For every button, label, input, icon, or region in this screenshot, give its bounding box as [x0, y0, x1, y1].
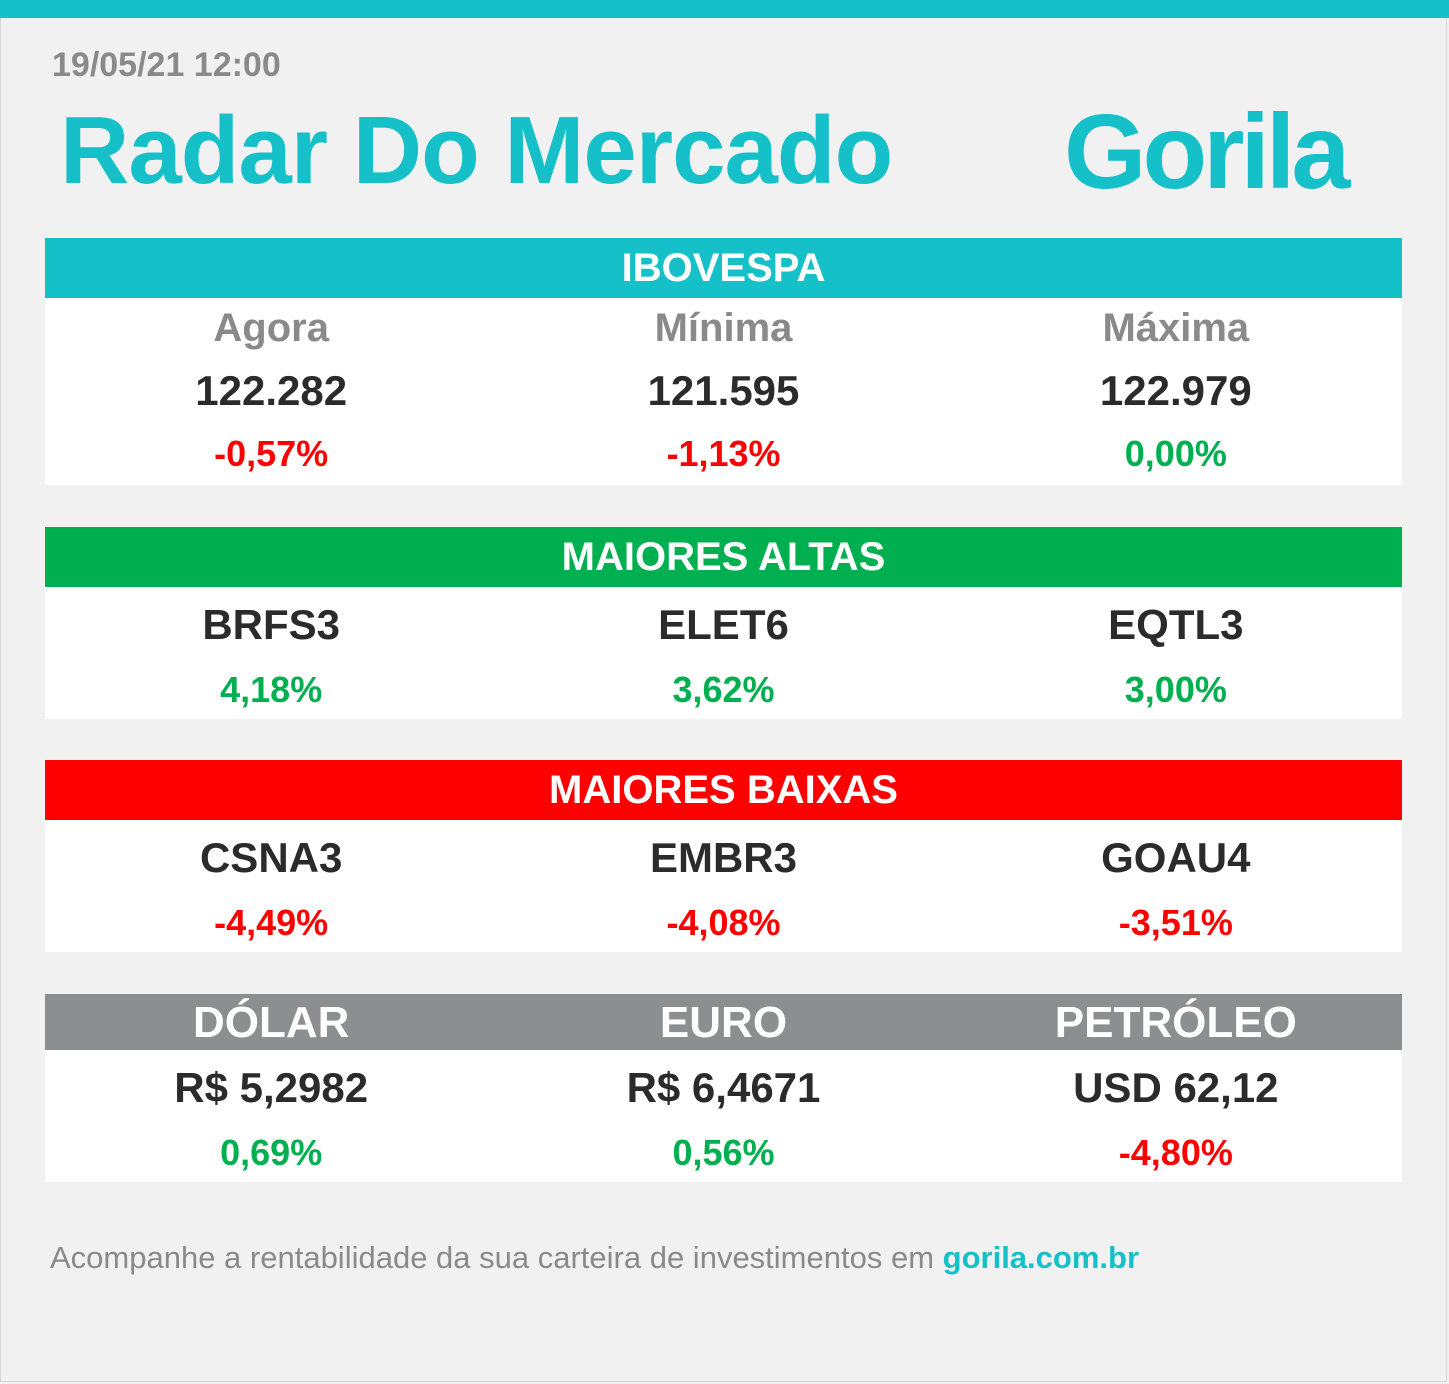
moedas-section: DÓLAR EURO PETRÓLEO R$ 5,2982 0,69% R$ 6… [45, 994, 1402, 1182]
baixa-item: GOAU4 -3,51% [950, 834, 1402, 944]
ticker: EMBR3 [649, 834, 797, 881]
moeda-value: R$ 6,4671 [626, 1064, 821, 1111]
metric-change: -1,13% [666, 433, 781, 474]
ibovespa-minima: Mínima 121.595 -1,13% [497, 306, 949, 475]
ticker-change: 3,00% [1124, 669, 1227, 710]
moeda-label: EURO [659, 998, 788, 1047]
baixa-item: CSNA3 -4,49% [45, 834, 497, 944]
maiores-altas-section: MAIORES ALTAS BRFS3 4,18% ELET6 3,62% EQ… [45, 527, 1402, 719]
metric-label: Agora [213, 306, 329, 350]
footer: Acompanhe a rentabilidade da sua carteir… [50, 1240, 1139, 1276]
ticker: EQTL3 [1108, 601, 1244, 648]
ibovespa-agora: Agora 122.282 -0,57% [45, 306, 497, 475]
moeda-value: R$ 5,2982 [174, 1064, 369, 1111]
ticker-change: -3,51% [1118, 902, 1233, 943]
alta-item: BRFS3 4,18% [45, 601, 497, 711]
ticker: BRFS3 [202, 601, 341, 648]
ibovespa-header: IBOVESPA [45, 238, 1402, 298]
maiores-baixas-header: MAIORES BAIXAS [45, 760, 1402, 820]
ticker-change: -4,49% [214, 902, 329, 943]
page-title: Radar Do Mercado [60, 97, 893, 204]
moeda-item-petroleo: USD 62,12 -4,80% [950, 1064, 1402, 1174]
moeda-item-dolar: R$ 5,2982 0,69% [45, 1064, 497, 1174]
ticker: CSNA3 [199, 834, 343, 881]
moeda-label: PETRÓLEO [1054, 998, 1297, 1047]
moeda-value: USD 62,12 [1073, 1064, 1279, 1111]
metric-change: -0,57% [214, 433, 329, 474]
moedas-header: DÓLAR EURO PETRÓLEO [45, 994, 1402, 1050]
moeda-item-euro: R$ 6,4671 0,56% [497, 1064, 949, 1174]
gorila-logo: Gorila [1064, 93, 1350, 211]
metric-value: 122.282 [195, 367, 348, 414]
moeda-label: DÓLAR [192, 998, 350, 1047]
ticker-change: -4,08% [666, 902, 781, 943]
maiores-altas-header: MAIORES ALTAS [45, 527, 1402, 587]
top-accent-bar [0, 0, 1449, 18]
moeda-change: 0,56% [672, 1132, 775, 1173]
ticker-change: 3,62% [672, 669, 775, 710]
moeda-change: 0,69% [220, 1132, 323, 1173]
ibovespa-section: IBOVESPA Agora 122.282 -0,57% Mínima 121… [45, 238, 1402, 485]
moeda-change: -4,80% [1118, 1132, 1233, 1173]
datetime: 19/05/21 12:00 [52, 46, 281, 84]
metric-value: 121.595 [647, 367, 800, 414]
metric-change: 0,00% [1124, 433, 1227, 474]
alta-item: EQTL3 3,00% [950, 601, 1402, 711]
ticker: ELET6 [658, 601, 789, 648]
ibovespa-maxima: Máxima 122.979 0,00% [950, 306, 1402, 475]
ticker: GOAU4 [1101, 834, 1251, 881]
ticker-change: 4,18% [220, 669, 323, 710]
maiores-baixas-section: MAIORES BAIXAS CSNA3 -4,49% EMBR3 -4,08%… [45, 760, 1402, 952]
metric-value: 122.979 [1099, 367, 1252, 414]
metric-label: Mínima [654, 306, 793, 350]
metric-label: Máxima [1102, 306, 1250, 350]
alta-item: ELET6 3,62% [497, 601, 949, 711]
footer-link[interactable]: gorila.com.br [942, 1240, 1140, 1275]
footer-text: Acompanhe a rentabilidade da sua carteir… [50, 1240, 943, 1275]
baixa-item: EMBR3 -4,08% [497, 834, 949, 944]
